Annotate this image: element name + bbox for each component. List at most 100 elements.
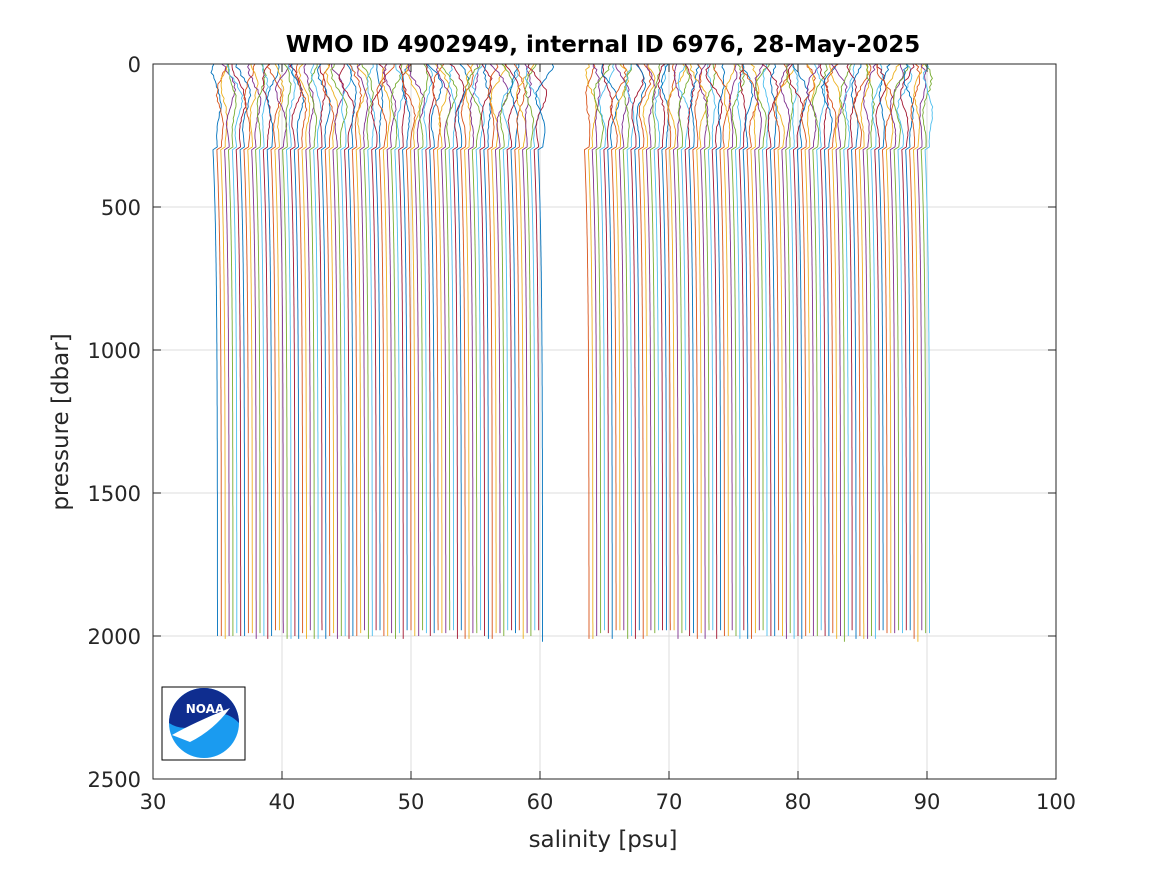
profile-line: [504, 63, 521, 631]
profile-line: [673, 63, 681, 639]
profile-line: [615, 63, 630, 631]
profile-line: [522, 63, 533, 634]
profile-line: [221, 63, 236, 636]
profile-line: [325, 63, 339, 634]
profile-line: [602, 63, 613, 634]
profile-line: [645, 63, 656, 631]
profile-line: [294, 63, 308, 634]
x-tick-label: 100: [1036, 790, 1076, 814]
y-tick-label: 2000: [88, 625, 141, 649]
profile-line: [598, 63, 615, 631]
profile-line: [274, 63, 285, 631]
profile-line: [401, 63, 412, 631]
profile-line: [435, 63, 450, 634]
profile-line: [609, 63, 628, 631]
profile-line: [913, 63, 925, 642]
profile-line: [398, 63, 408, 639]
profile-line: [338, 63, 355, 639]
profile-line: [819, 63, 829, 636]
profile-line: [909, 63, 921, 639]
profile-line: [593, 63, 611, 634]
profile-line: [262, 63, 272, 639]
profile-line: [665, 63, 676, 631]
profile-line: [456, 63, 470, 631]
profile-line: [303, 63, 315, 631]
profile-line: [804, 63, 816, 634]
profile-line: [432, 63, 445, 631]
profile-line: [210, 63, 222, 636]
profile-line: [761, 63, 779, 636]
profile-line: [773, 63, 790, 631]
profile-line: [215, 63, 230, 636]
profile-line: [920, 63, 933, 634]
profile-line: [407, 63, 425, 636]
x-tick-label: 60: [527, 790, 554, 814]
profile-line: [381, 63, 391, 636]
profile-line: [884, 63, 901, 634]
profile-line: [331, 63, 345, 639]
profile-line: [255, 63, 267, 634]
profile-line: [585, 63, 597, 639]
profile-line: [482, 63, 492, 639]
profile-line: [440, 63, 458, 631]
profile-line: [622, 63, 632, 639]
profile-line: [426, 63, 443, 634]
profile-line: [231, 63, 247, 636]
profile-line: [792, 63, 809, 639]
profile-line: [870, 63, 884, 639]
profile-line: [684, 63, 695, 636]
profile-line: [896, 63, 913, 634]
profile-line: [524, 63, 537, 636]
profile-line: [806, 64, 820, 636]
profile-line: [417, 63, 429, 631]
profile-line: [286, 63, 296, 639]
profile-line: [247, 63, 259, 634]
profile-line: [282, 63, 292, 639]
profile-line: [467, 63, 479, 634]
profile-line: [779, 63, 791, 639]
profile-line: [843, 63, 856, 636]
profile-line: [298, 63, 311, 639]
profile-line: [375, 63, 384, 631]
profile-line: [591, 64, 601, 636]
profile-line: [734, 63, 745, 639]
y-tick-label: 0: [128, 53, 141, 77]
profile-line: [346, 63, 357, 636]
profile-line: [657, 63, 666, 631]
profile-line: [489, 63, 508, 634]
profile-line: [290, 63, 305, 639]
profile-line: [464, 63, 474, 639]
profile-line: [667, 63, 686, 631]
profile-line: [916, 64, 927, 631]
profile-line: [649, 63, 661, 634]
profile-line: [247, 63, 262, 639]
profile-line: [405, 63, 421, 636]
profile-line: [858, 63, 871, 639]
profile-line: [698, 63, 709, 639]
profile-line: [421, 63, 433, 634]
profile-line: [820, 63, 837, 636]
profile-line: [800, 63, 816, 636]
profile-line: [653, 63, 666, 631]
profile-line: [348, 63, 363, 636]
profile-line: [876, 63, 895, 634]
y-axis-label: pressure [dbar]: [48, 333, 74, 510]
profile-line: [785, 63, 794, 634]
profile-line: [677, 63, 691, 631]
y-tick-label: 1000: [88, 339, 141, 363]
profile-line: [829, 63, 841, 639]
profile-line: [513, 63, 526, 631]
profile-line: [584, 63, 596, 639]
profile-line: [615, 63, 630, 631]
profile-line: [769, 63, 778, 636]
noaa-logo-text: NOAA: [186, 702, 225, 716]
profile-line: [838, 63, 853, 642]
profile-line: [235, 63, 252, 636]
profile-line: [713, 63, 731, 636]
profile-line: [900, 63, 915, 631]
profile-line: [317, 63, 331, 639]
profile-line: [356, 63, 369, 631]
profile-line: [862, 63, 877, 639]
profile-line: [688, 63, 700, 634]
